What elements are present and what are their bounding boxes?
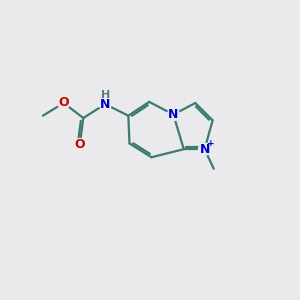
Circle shape (58, 97, 70, 109)
Circle shape (74, 139, 86, 151)
Circle shape (167, 109, 179, 121)
Text: O: O (74, 138, 85, 151)
Text: +: + (207, 139, 214, 148)
Text: N: N (200, 143, 210, 156)
Text: O: O (58, 97, 69, 110)
Circle shape (199, 143, 211, 155)
Text: N: N (100, 98, 110, 111)
Text: H: H (101, 90, 110, 100)
Circle shape (99, 98, 111, 110)
Text: N: N (168, 108, 178, 121)
